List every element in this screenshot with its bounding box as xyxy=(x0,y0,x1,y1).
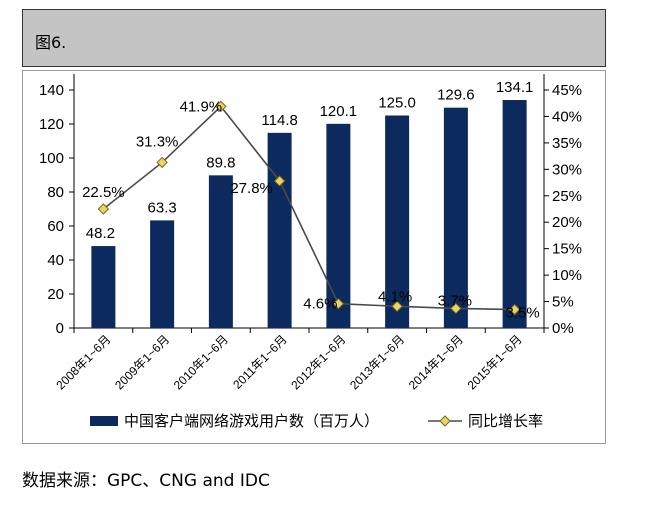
legend-bar-label: 中国客户端网络游戏用户数（百万人） xyxy=(124,412,379,430)
data-source: 数据来源：GPC、CNG and IDC xyxy=(22,471,270,491)
bar-6 xyxy=(385,115,410,328)
bar-7 xyxy=(443,107,468,329)
x-tick-label: 2012年1~6月 xyxy=(288,332,348,392)
right-tick-label: 40% xyxy=(552,108,582,125)
line-value-label: 3.7% xyxy=(438,292,472,309)
x-tick-label: 2013年1~6月 xyxy=(347,332,407,392)
figure-header: 图6. xyxy=(22,9,606,67)
line-marker-1 xyxy=(97,203,110,215)
right-tick-label: 25% xyxy=(552,188,582,205)
left-tick-label: 140 xyxy=(39,82,64,99)
line-value-label: 4.6% xyxy=(303,296,337,313)
bar-3 xyxy=(208,175,233,328)
x-tick-label: 2010年1~6月 xyxy=(171,332,231,392)
line-marker-7 xyxy=(450,302,462,315)
combo-chart: 0 20 40 60 80 100 120 140 0% 5% 10% 15% 20% 25% 30% 35%… xyxy=(39,74,582,430)
line-marker-8 xyxy=(508,303,521,316)
line-marker-2 xyxy=(156,156,168,169)
figure-title: 图6. xyxy=(35,33,67,52)
right-tick-label: 45% xyxy=(552,82,582,99)
right-tick-label: 5% xyxy=(552,294,574,311)
left-tick-label: 60 xyxy=(47,218,64,235)
x-tick-label: 2014年1~6月 xyxy=(406,332,466,392)
line-value-label: 22.5% xyxy=(82,184,125,201)
line-value-label: 31.3% xyxy=(136,133,179,150)
line-marker-6 xyxy=(391,300,403,313)
left-tick-label: 40 xyxy=(47,252,64,269)
bar-1 xyxy=(91,246,116,328)
left-tick-label: 100 xyxy=(39,150,64,167)
line-value-label: 41.9% xyxy=(180,98,223,115)
bar-value-label: 125.0 xyxy=(378,95,416,112)
bar-value-label: 129.6 xyxy=(437,87,475,104)
bar-value-label: 134.1 xyxy=(496,79,534,96)
left-tick-label: 20 xyxy=(47,286,64,303)
bar-4 xyxy=(267,132,292,328)
bar-8 xyxy=(502,100,527,328)
bar-value-label: 120.1 xyxy=(320,103,358,120)
right-tick-label: 20% xyxy=(552,214,582,231)
line-marker-5 xyxy=(332,297,345,310)
line-marker-4 xyxy=(273,175,286,187)
legend-line-marker xyxy=(439,415,451,427)
growth-rate-line xyxy=(102,105,515,311)
line-value-label: 3.5% xyxy=(506,304,540,321)
bar-value-label: 89.8 xyxy=(206,154,235,171)
x-tick-label: 2008年1~6月 xyxy=(53,332,113,392)
right-tick-label: 10% xyxy=(552,267,582,284)
bar-value-label: 48.2 xyxy=(86,225,115,242)
line-marker-3 xyxy=(215,100,227,113)
right-tick-label: 0% xyxy=(552,320,574,337)
left-tick-label: 120 xyxy=(39,116,64,133)
x-tick-label: 2011年1~6月 xyxy=(230,332,290,392)
right-tick-label: 35% xyxy=(552,135,582,152)
legend-bar-swatch xyxy=(90,416,118,426)
line-value-label: 4.1% xyxy=(378,288,412,305)
bar-value-label: 114.8 xyxy=(261,112,297,129)
line-value-label: 27.8% xyxy=(230,180,273,197)
bar-5 xyxy=(326,123,351,328)
right-tick-label: 15% xyxy=(552,241,582,258)
left-tick-label: 80 xyxy=(47,184,64,201)
x-tick-label: 2009年1~6月 xyxy=(112,332,172,392)
bar-value-label: 63.3 xyxy=(148,199,177,216)
bar-2 xyxy=(150,220,175,328)
left-tick-label: 0 xyxy=(56,320,64,337)
right-tick-label: 30% xyxy=(552,161,582,178)
x-tick-label: 2015年1~6月 xyxy=(465,332,525,392)
legend-line-label: 同比增长率 xyxy=(468,412,543,430)
